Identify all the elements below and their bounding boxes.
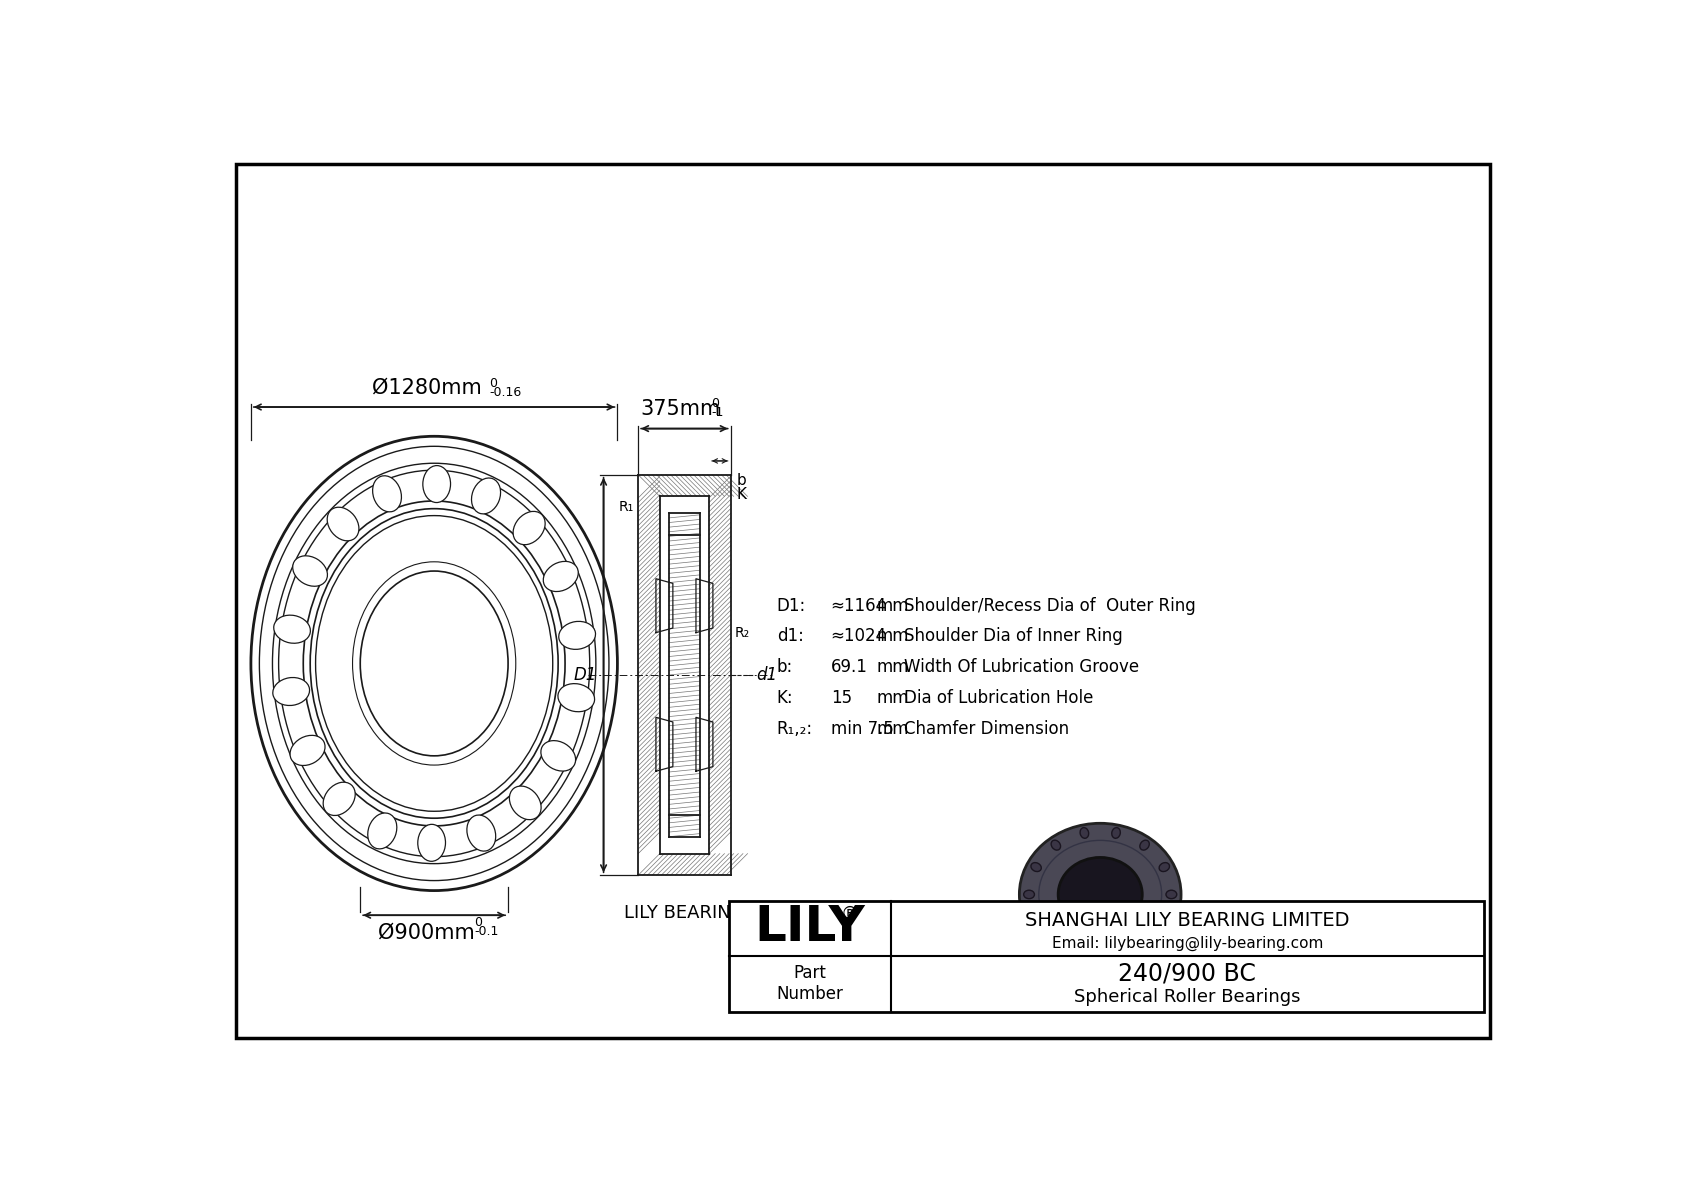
Text: b: b [738,474,746,488]
Text: Dia of Lubrication Hole: Dia of Lubrication Hole [904,690,1093,707]
Text: Ø1280mm: Ø1280mm [372,378,482,398]
Ellipse shape [1111,828,1120,838]
Ellipse shape [1140,939,1148,949]
Text: ®: ® [840,904,859,923]
Ellipse shape [541,741,576,771]
Text: 0: 0 [490,378,497,391]
Text: Chamfer Dimension: Chamfer Dimension [904,719,1069,738]
Text: Ø900mm: Ø900mm [379,923,475,943]
Text: -0.1: -0.1 [475,925,498,939]
Text: 0: 0 [475,916,482,929]
Text: R₁: R₁ [620,500,635,515]
Text: SHANGHAI LILY BEARING LIMITED: SHANGHAI LILY BEARING LIMITED [1026,911,1349,930]
Ellipse shape [1024,890,1034,899]
Ellipse shape [1051,840,1061,850]
Text: Part
Number: Part Number [776,964,844,1003]
Ellipse shape [1058,858,1142,931]
Ellipse shape [327,507,359,541]
Text: Email: lilybearing@lily-bearing.com: Email: lilybearing@lily-bearing.com [1051,935,1324,950]
Text: LILY BEARING: LILY BEARING [625,904,744,923]
Text: LILY: LILY [754,904,866,952]
Text: mm: mm [877,628,909,646]
Ellipse shape [1159,862,1169,872]
Text: Spherical Roller Bearings: Spherical Roller Bearings [1074,987,1300,1005]
Text: ≈1024: ≈1024 [830,628,887,646]
Text: 15: 15 [830,690,852,707]
Text: b:: b: [776,659,793,676]
FancyBboxPatch shape [236,164,1490,1039]
Text: Shoulder/Recess Dia of  Outer Ring: Shoulder/Recess Dia of Outer Ring [904,597,1196,615]
Ellipse shape [472,478,500,513]
Ellipse shape [1079,950,1088,961]
Text: -1: -1 [711,406,724,419]
Ellipse shape [544,561,578,592]
Ellipse shape [274,616,310,643]
Text: mm: mm [877,690,909,707]
Ellipse shape [1111,950,1120,961]
Ellipse shape [509,786,541,819]
Text: mm: mm [877,719,909,738]
Ellipse shape [293,556,327,586]
Text: K:: K: [776,690,793,707]
Text: min 7.5: min 7.5 [830,719,894,738]
Ellipse shape [323,782,355,816]
Ellipse shape [418,824,446,861]
Ellipse shape [1031,862,1041,872]
Ellipse shape [1140,840,1148,850]
Ellipse shape [1051,939,1061,949]
Ellipse shape [514,511,546,544]
Text: 0: 0 [711,397,719,410]
Ellipse shape [372,475,401,512]
Text: R₂: R₂ [734,625,749,640]
Ellipse shape [1031,917,1041,927]
Text: 375mm: 375mm [640,399,721,418]
Text: Shoulder Dia of Inner Ring: Shoulder Dia of Inner Ring [904,628,1123,646]
Ellipse shape [367,813,397,849]
Text: 240/900 BC: 240/900 BC [1118,961,1256,985]
Text: d1:: d1: [776,628,803,646]
Text: mm: mm [877,659,909,676]
Text: K: K [738,487,746,503]
Ellipse shape [423,466,451,503]
Text: d1: d1 [756,666,776,684]
Text: Width Of Lubrication Groove: Width Of Lubrication Groove [904,659,1138,676]
Text: D1: D1 [574,666,598,684]
Text: D1:: D1: [776,597,807,615]
Ellipse shape [1165,890,1177,899]
Ellipse shape [1079,828,1088,838]
Ellipse shape [557,684,594,712]
Text: ≈1164: ≈1164 [830,597,887,615]
Ellipse shape [1159,917,1169,927]
Text: 69.1: 69.1 [830,659,867,676]
Text: -0.16: -0.16 [490,386,522,399]
Text: mm: mm [877,597,909,615]
FancyBboxPatch shape [729,900,1484,1012]
Ellipse shape [466,815,495,852]
Ellipse shape [1019,823,1180,966]
Ellipse shape [273,678,310,705]
Text: R₁,₂:: R₁,₂: [776,719,813,738]
Ellipse shape [290,735,325,766]
Ellipse shape [559,622,596,649]
